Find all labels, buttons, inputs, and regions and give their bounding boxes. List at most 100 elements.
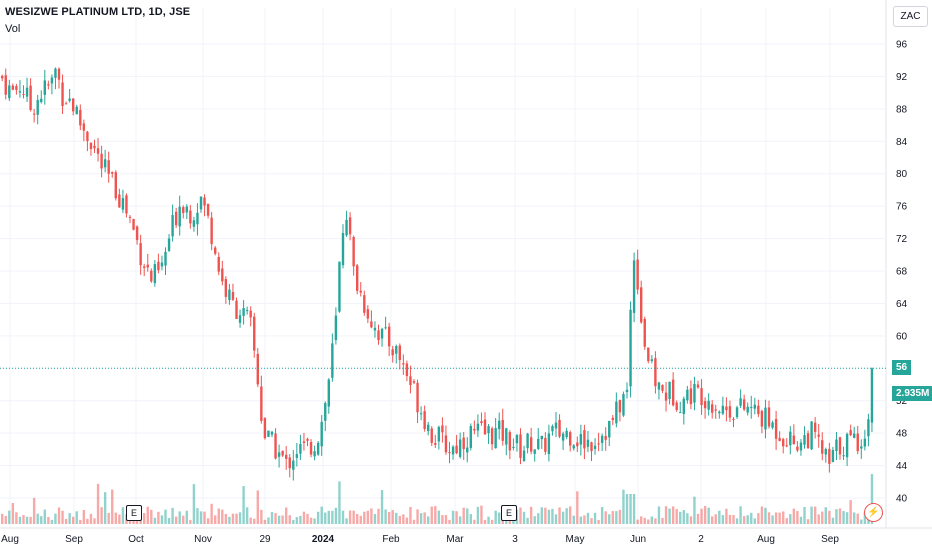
candle-body bbox=[671, 379, 675, 406]
candle-body bbox=[508, 432, 512, 451]
candle-body bbox=[735, 407, 739, 418]
candle-body bbox=[576, 442, 579, 447]
candle-body bbox=[285, 454, 288, 459]
volume-bar bbox=[68, 513, 71, 524]
volume-bar bbox=[597, 519, 600, 524]
volume-bar bbox=[242, 486, 245, 524]
volume-bar bbox=[689, 516, 693, 524]
candle-body bbox=[160, 262, 164, 267]
volume-bar bbox=[387, 512, 391, 524]
volume-bar bbox=[483, 519, 487, 524]
candle-body bbox=[860, 446, 863, 449]
candle-body bbox=[519, 434, 522, 458]
volume-bar bbox=[434, 506, 437, 524]
candle-body bbox=[338, 261, 341, 312]
volume-bar bbox=[174, 516, 178, 524]
currency-button[interactable]: ZAC bbox=[893, 6, 928, 27]
volume-bar bbox=[547, 509, 551, 524]
earnings-event-marker[interactable]: E bbox=[126, 505, 142, 521]
candle-body bbox=[537, 438, 540, 449]
volume-bar bbox=[196, 508, 199, 524]
candle-body bbox=[118, 194, 121, 208]
candle-body bbox=[221, 268, 224, 282]
candle-body bbox=[600, 435, 604, 443]
volume-bar bbox=[164, 509, 167, 524]
y-tick-label: 92 bbox=[896, 72, 908, 83]
candle-body bbox=[512, 446, 515, 448]
candle-body bbox=[867, 419, 870, 437]
candle-body bbox=[767, 407, 771, 427]
volume-bar bbox=[806, 519, 810, 524]
candle-body bbox=[821, 440, 824, 454]
volume-bar bbox=[245, 507, 249, 524]
volume-bar bbox=[490, 519, 494, 524]
volume-bar bbox=[728, 514, 732, 524]
volume-bar bbox=[103, 492, 107, 524]
candle-body bbox=[4, 75, 7, 95]
volume-bar bbox=[40, 516, 43, 524]
volume-bar bbox=[494, 510, 497, 524]
volume-bar bbox=[746, 515, 749, 524]
volume-bars-group bbox=[1, 474, 874, 524]
candle-body bbox=[64, 103, 68, 105]
volume-bar bbox=[398, 515, 401, 524]
candle-body bbox=[345, 219, 348, 236]
volume-bar bbox=[121, 507, 125, 524]
candle-body bbox=[430, 428, 433, 443]
candle-body bbox=[661, 385, 664, 391]
candle-body bbox=[288, 457, 291, 469]
volume-bar bbox=[75, 511, 78, 524]
volume-bar bbox=[352, 510, 355, 524]
volume-bar bbox=[604, 511, 607, 524]
candle-body bbox=[622, 394, 625, 416]
candle-body bbox=[608, 420, 611, 438]
volume-bar bbox=[625, 494, 629, 524]
candle-body bbox=[43, 80, 46, 95]
candle-body bbox=[395, 346, 398, 354]
volume-bar bbox=[590, 518, 593, 524]
volume-bar bbox=[267, 517, 270, 524]
candle-body bbox=[324, 403, 327, 421]
candle-body bbox=[863, 438, 867, 447]
candle-body bbox=[405, 363, 409, 377]
candle-body bbox=[629, 309, 632, 387]
candle-body bbox=[174, 211, 178, 226]
volume-bar bbox=[409, 506, 412, 524]
candle-body bbox=[785, 445, 788, 447]
x-tick-label: Mar bbox=[446, 534, 464, 545]
volume-bar bbox=[29, 516, 32, 524]
candle-body bbox=[79, 109, 82, 126]
volume-bar bbox=[671, 506, 675, 524]
volume-bar bbox=[224, 513, 228, 524]
volume-bar bbox=[423, 512, 426, 524]
volume-bar bbox=[206, 518, 210, 524]
candle-body bbox=[281, 450, 284, 456]
candle-body bbox=[529, 437, 533, 452]
candle-body bbox=[167, 238, 171, 251]
volume-bar bbox=[366, 510, 370, 524]
volume-bar bbox=[718, 510, 721, 524]
candle-body bbox=[444, 435, 448, 453]
volume-bar bbox=[675, 509, 678, 524]
volume-bar bbox=[569, 506, 572, 524]
candle-body bbox=[604, 436, 607, 440]
volume-bar bbox=[185, 510, 188, 524]
lightning-icon[interactable]: ⚡ bbox=[864, 503, 883, 522]
volume-bar bbox=[192, 484, 196, 524]
volume-bar bbox=[821, 511, 824, 524]
volume-bar bbox=[189, 519, 192, 524]
candle-body bbox=[50, 77, 54, 84]
candle-body bbox=[242, 308, 245, 316]
volume-bar bbox=[618, 509, 622, 524]
candle-body bbox=[89, 142, 93, 150]
volume-bar bbox=[210, 503, 213, 524]
candle-body bbox=[494, 428, 497, 449]
volume-bar bbox=[742, 516, 746, 524]
volume-bar bbox=[61, 510, 64, 524]
volume-bar bbox=[561, 511, 565, 524]
volume-bar bbox=[235, 513, 238, 524]
volume-bar bbox=[89, 513, 93, 524]
earnings-event-marker[interactable]: E bbox=[501, 505, 517, 521]
volume-bar bbox=[427, 516, 430, 524]
